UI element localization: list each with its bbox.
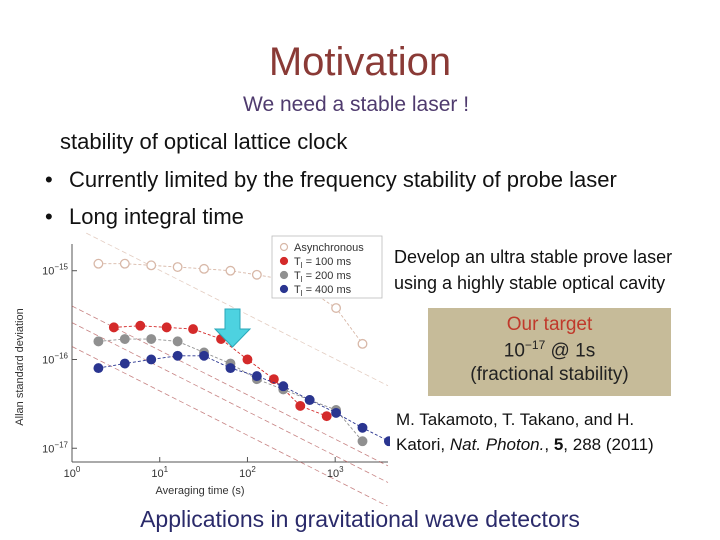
reference-slope-line xyxy=(71,305,389,467)
bullet-dot-icon: • xyxy=(45,167,53,192)
data-point xyxy=(357,436,368,447)
data-point xyxy=(242,354,253,365)
reference-slope-line xyxy=(71,346,389,506)
data-point xyxy=(93,363,104,374)
data-point xyxy=(161,322,172,333)
reference-volume: 5 xyxy=(553,435,564,454)
x-tick-label: 102 xyxy=(239,465,256,480)
data-point xyxy=(251,371,262,382)
legend-box xyxy=(271,235,383,299)
data-point xyxy=(199,350,209,361)
data-point xyxy=(251,269,262,280)
bullet-item: • Long integral time xyxy=(45,204,244,230)
data-point xyxy=(93,336,104,347)
data-point xyxy=(331,303,342,313)
data-point xyxy=(188,324,199,335)
down-arrow-icon xyxy=(213,308,252,348)
data-point xyxy=(146,334,157,344)
legend-marker xyxy=(279,242,289,252)
legend-entry: Tl = 100 ms xyxy=(294,256,352,270)
data-point xyxy=(119,334,130,344)
target-value: 10−17 @ 1s xyxy=(428,338,671,362)
x-tick-label: 103 xyxy=(327,465,344,480)
legend-marker xyxy=(279,284,289,294)
data-point xyxy=(278,381,289,392)
x-axis-label: Averaging time (s) xyxy=(155,485,244,497)
develop-line: using a highly stable optical cavity xyxy=(394,273,666,293)
reference-journal: Nat. Photon. xyxy=(449,435,545,454)
data-point xyxy=(108,322,119,333)
legend-entry: Tl = 200 ms xyxy=(294,270,352,284)
data-point xyxy=(321,411,332,422)
target-value-base: 10 xyxy=(503,340,525,362)
slide-subtitle: We need a stable laser ! xyxy=(243,93,470,116)
data-point xyxy=(172,262,183,272)
y-tick-label: 10−17 xyxy=(42,440,68,455)
bullet-item: • Currently limited by the frequency stab… xyxy=(45,167,617,193)
data-point xyxy=(383,436,390,447)
data-point xyxy=(172,350,183,361)
allan-deviation-plot: 100 101 102 103 10−15 10−16 10−17 Averaging tim… xyxy=(14,232,390,506)
bullet-dot-icon: • xyxy=(45,204,53,229)
legend-marker xyxy=(279,256,289,266)
data-point xyxy=(357,422,368,433)
data-point xyxy=(199,263,209,274)
develop-note: Develop an ultra stable prove laser usin… xyxy=(394,244,672,296)
data-point xyxy=(331,407,342,418)
x-tick-label: 101 xyxy=(151,465,168,480)
series-line xyxy=(98,338,363,442)
reference-slope-line xyxy=(83,232,389,387)
legend-entry: Tl = 400 ms xyxy=(294,284,352,298)
target-label: Our target xyxy=(506,314,593,335)
target-value-exponent: −17 xyxy=(524,338,546,352)
y-tick-label: 10−16 xyxy=(42,351,68,366)
series-line xyxy=(98,355,390,442)
develop-line: Develop an ultra stable prove laser xyxy=(394,247,673,267)
target-box: Our target 10−17 @ 1s (fractional stabil… xyxy=(428,308,671,396)
reference-slope-line xyxy=(71,322,389,483)
target-value-suffix: @ 1s xyxy=(545,340,596,362)
bullet-text: Currently limited by the frequency stabi… xyxy=(69,167,617,192)
reference-citation: M. Takamoto, T. Takano, and H. Katori, N… xyxy=(396,407,654,457)
data-point xyxy=(225,265,236,276)
data-point xyxy=(357,338,368,349)
data-point xyxy=(295,400,306,411)
legend-marker xyxy=(279,270,289,280)
y-axis-label: Allan standard deviation xyxy=(14,308,26,425)
bullet-text: Long integral time xyxy=(69,204,244,229)
series-line xyxy=(113,325,327,417)
data-point xyxy=(119,358,130,369)
data-point xyxy=(172,336,183,347)
data-point xyxy=(119,258,130,269)
data-point xyxy=(135,320,146,331)
legend-entry: Asynchronous xyxy=(294,242,364,254)
reference-line1: M. Takamoto, T. Takano, and H. xyxy=(396,410,635,429)
data-point xyxy=(93,258,104,269)
slide-title: Motivation xyxy=(268,40,452,84)
reference-sep: , xyxy=(544,435,554,454)
reference-pages: , 288 (2011) xyxy=(563,435,654,454)
footer-applications: Applications in gravitational wave detec… xyxy=(140,506,580,532)
data-point xyxy=(225,363,236,374)
data-point xyxy=(268,374,279,385)
data-point xyxy=(304,395,315,405)
data-point xyxy=(146,354,157,365)
reference-line2: Katori, Nat. Photon., 5, 288 (2011) xyxy=(396,432,654,457)
intro-text: stability of optical lattice clock xyxy=(60,129,348,154)
x-tick-label: 100 xyxy=(64,465,81,480)
data-point xyxy=(146,260,157,271)
target-note: (fractional stability) xyxy=(470,364,629,386)
y-tick-label: 10−15 xyxy=(42,263,68,278)
reference-authors: Katori, xyxy=(396,435,450,454)
